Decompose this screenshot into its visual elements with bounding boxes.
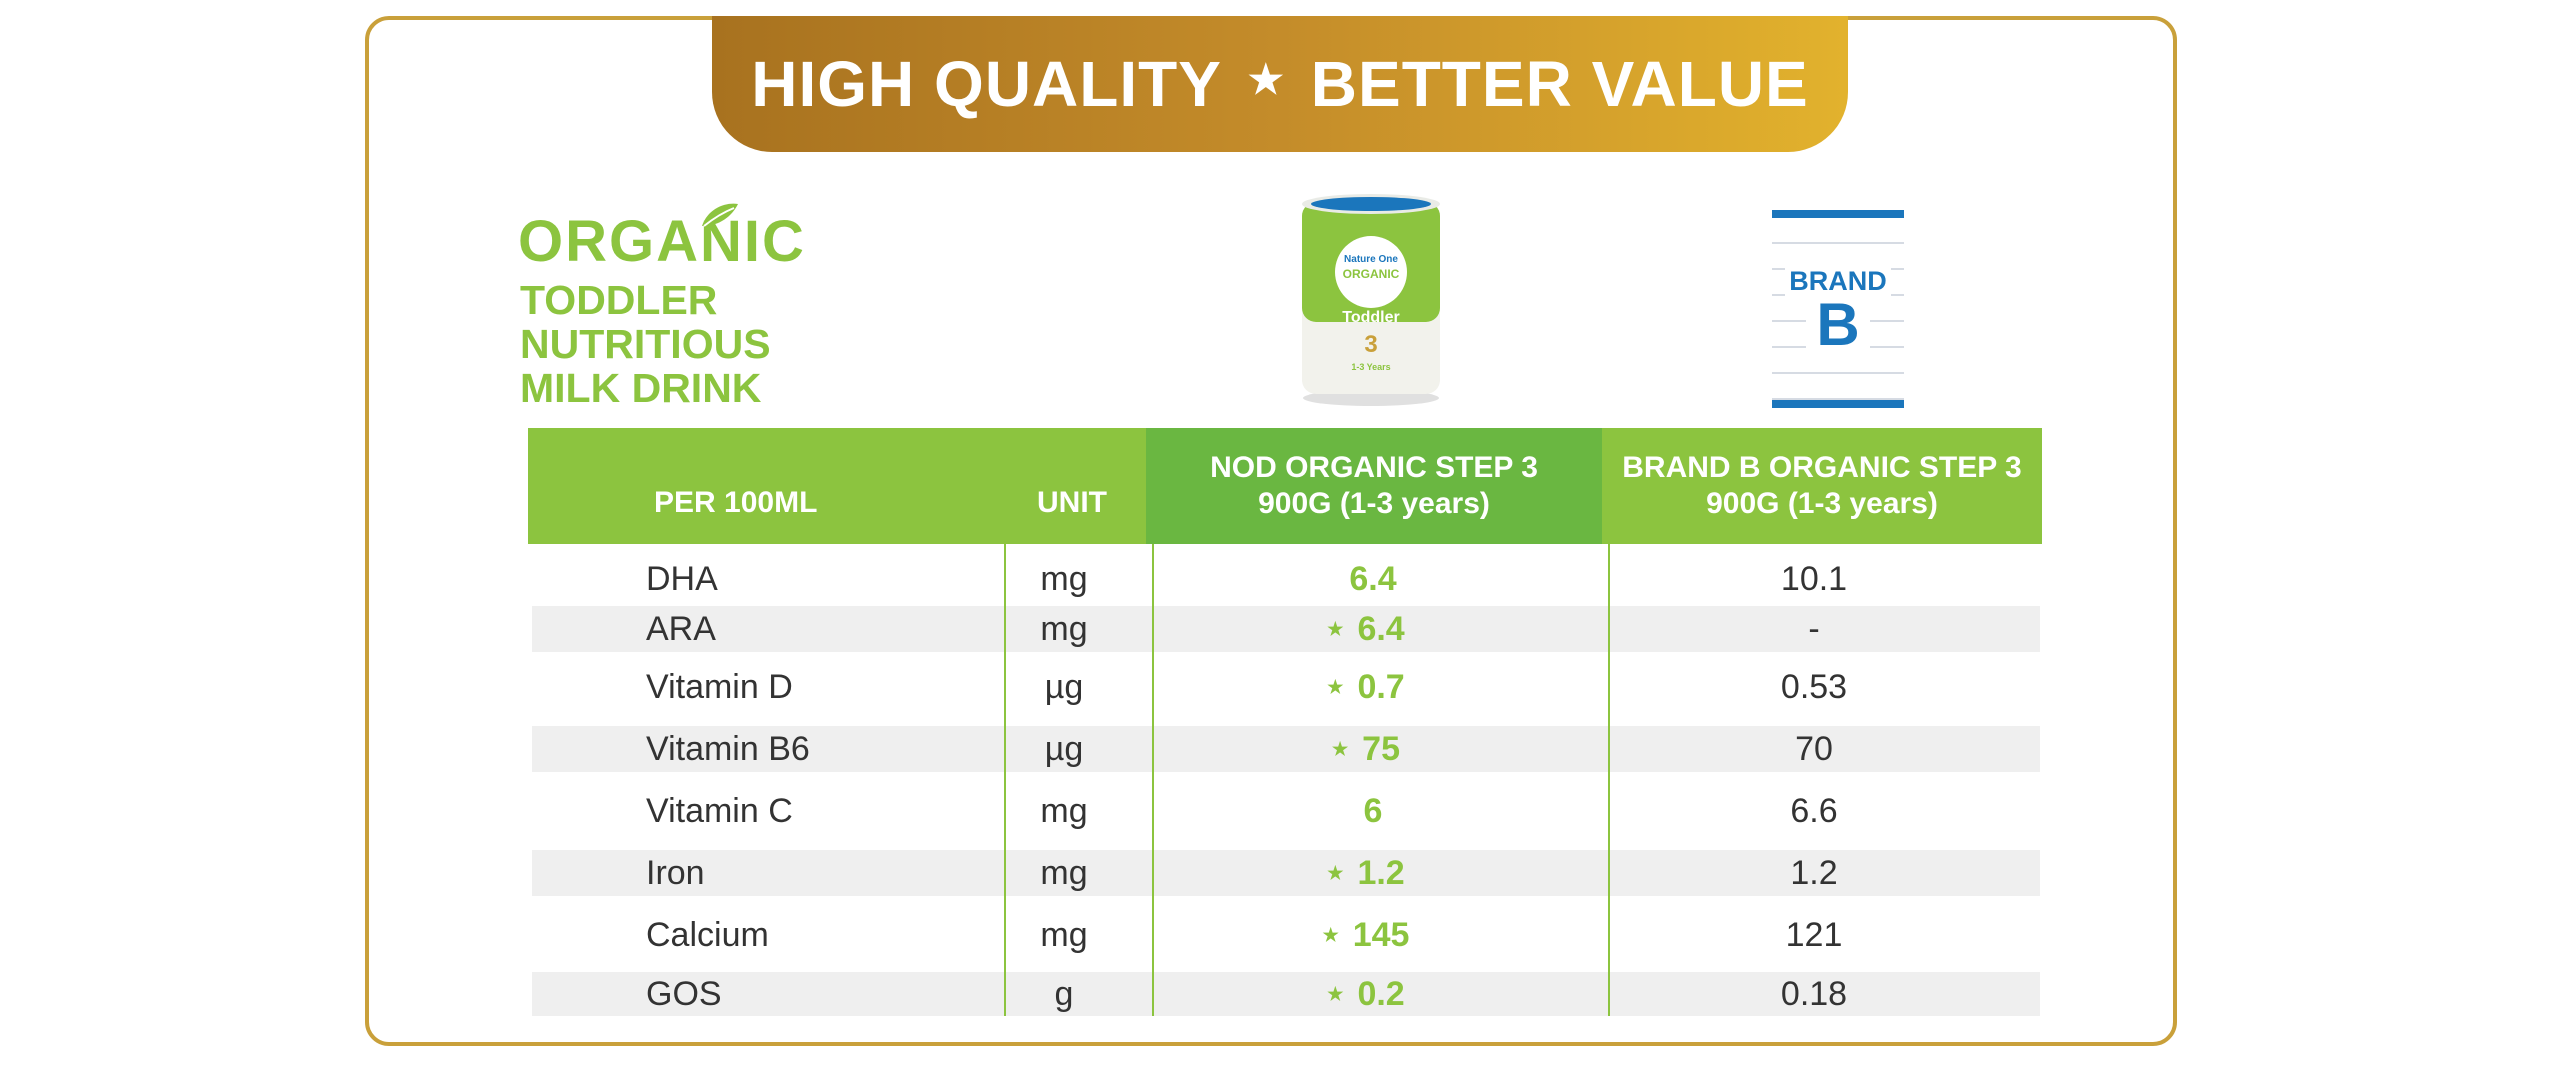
star-icon: ★ xyxy=(1327,983,1344,1004)
table-row: Vitamin D µg ★ 0.7 0.53 xyxy=(532,656,2040,718)
brand-b-value: 0.53 xyxy=(1780,667,1848,706)
product-can-image: Nature One ORGANIC Toddler 3 1-3 Years xyxy=(1302,194,1440,406)
header-brand-b: BRAND B ORGANIC STEP 3 900G (1-3 years) xyxy=(1602,428,2042,544)
brand-b-box: BRAND B xyxy=(1772,210,1904,408)
star-icon: ★ xyxy=(1322,924,1339,945)
can-brand: Nature One xyxy=(1344,254,1398,265)
header-per-100ml: PER 100ML xyxy=(528,428,998,544)
table-row: ARA mg ★ 6.4 - xyxy=(532,606,2040,652)
star-icon: ★ xyxy=(1247,58,1285,102)
can-step: 3 xyxy=(1364,331,1377,358)
brand-b-value: - xyxy=(1808,609,1820,648)
unit-cell: mg xyxy=(1040,609,1088,648)
header-nod: NOD ORGANIC STEP 3 900G (1-3 years) xyxy=(1146,428,1602,544)
column-divider xyxy=(1004,544,1006,1016)
brand-b-value: 6.6 xyxy=(1790,791,1838,830)
brand-b-letter: B xyxy=(1806,294,1870,354)
nod-value: 6.4 xyxy=(1357,609,1405,648)
nutrient-name: Vitamin B6 xyxy=(646,729,810,768)
table-row: GOS g ★ 0.2 0.18 xyxy=(532,972,2040,1016)
can-age: 1-3 Years xyxy=(1351,362,1390,372)
nutrient-name: ARA xyxy=(646,609,716,648)
brand-b-value: 121 xyxy=(1785,915,1843,954)
banner-left-text: HIGH QUALITY xyxy=(751,48,1222,120)
nutrient-name: Iron xyxy=(646,853,705,892)
table-row: Calcium mg ★ 145 121 xyxy=(532,904,2040,966)
unit-cell: g xyxy=(1054,974,1074,1013)
unit-cell: mg xyxy=(1040,791,1088,830)
nod-value: 0.7 xyxy=(1357,667,1405,706)
nod-value: 1.2 xyxy=(1357,853,1405,892)
column-divider xyxy=(1152,544,1154,1016)
brand-b-value: 0.18 xyxy=(1780,974,1848,1013)
nutrient-name: Vitamin C xyxy=(646,791,793,830)
unit-cell: µg xyxy=(1044,729,1084,768)
table-header: PER 100ML UNIT NOD ORGANIC STEP 3 900G (… xyxy=(528,428,2042,544)
star-icon: ★ xyxy=(1327,618,1344,639)
unit-cell: mg xyxy=(1040,853,1088,892)
leaf-icon xyxy=(702,203,738,227)
heading-line-2: NUTRITIOUS xyxy=(520,321,771,367)
headline-banner: HIGH QUALITY ★ BETTER VALUE xyxy=(712,16,1848,152)
unit-cell: mg xyxy=(1040,915,1088,954)
brand-b-label: BRAND xyxy=(1785,265,1891,297)
star-icon: ★ xyxy=(1327,862,1344,883)
nutrient-name: DHA xyxy=(646,559,718,598)
organic-title: ORGANIC xyxy=(518,209,806,274)
can-name: Toddler xyxy=(1342,309,1399,326)
table-row: Vitamin C mg 6 6.6 xyxy=(532,780,2040,842)
nutrient-name: Vitamin D xyxy=(646,667,793,706)
table-row: DHA mg 6.4 10.1 xyxy=(532,556,2040,602)
unit-cell: µg xyxy=(1044,667,1084,706)
nod-value: 0.2 xyxy=(1357,974,1405,1013)
brand-b-value: 1.2 xyxy=(1790,853,1838,892)
table-row: Iron mg ★ 1.2 1.2 xyxy=(532,850,2040,896)
nod-value: 145 xyxy=(1352,915,1410,954)
header-unit: UNIT xyxy=(998,428,1146,544)
nutrient-name: GOS xyxy=(646,974,722,1013)
table-row: Vitamin B6 µg ★ 75 70 xyxy=(532,726,2040,772)
brand-b-value: 10.1 xyxy=(1780,559,1848,598)
column-divider xyxy=(1608,544,1610,1016)
can-type: ORGANIC xyxy=(1343,267,1400,281)
heading-line-3: MILK DRINK xyxy=(520,365,762,411)
heading-line-1: TODDLER xyxy=(520,277,718,323)
nod-value: 6 xyxy=(1363,791,1383,830)
star-icon: ★ xyxy=(1332,738,1349,759)
nod-value: 6.4 xyxy=(1349,559,1397,598)
brand-b-value: 70 xyxy=(1795,729,1833,768)
nod-value: 75 xyxy=(1362,729,1400,768)
nutrient-name: Calcium xyxy=(646,915,769,954)
banner-right-text: BETTER VALUE xyxy=(1310,48,1809,120)
unit-cell: mg xyxy=(1040,559,1088,598)
star-icon: ★ xyxy=(1327,676,1344,697)
